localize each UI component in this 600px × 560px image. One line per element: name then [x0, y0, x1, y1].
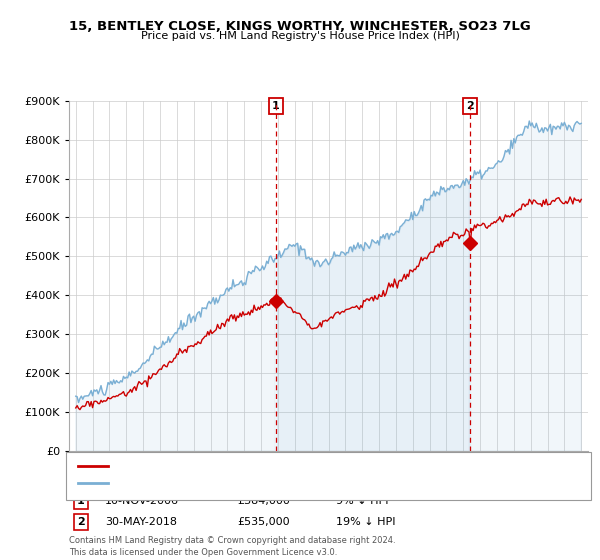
Text: 15, BENTLEY CLOSE, KINGS WORTHY, WINCHESTER, SO23 7LG: 15, BENTLEY CLOSE, KINGS WORTHY, WINCHES… [69, 20, 531, 32]
Text: 19% ↓ HPI: 19% ↓ HPI [336, 517, 395, 527]
Text: 2: 2 [77, 517, 85, 527]
Text: £535,000: £535,000 [237, 517, 290, 527]
Text: 1: 1 [77, 496, 85, 506]
Text: 15, BENTLEY CLOSE, KINGS WORTHY, WINCHESTER, SO23 7LG (detached house): 15, BENTLEY CLOSE, KINGS WORTHY, WINCHES… [114, 461, 509, 471]
Text: 2: 2 [466, 101, 474, 111]
Text: 9% ↓ HPI: 9% ↓ HPI [336, 496, 389, 506]
Text: Contains HM Land Registry data © Crown copyright and database right 2024.
This d: Contains HM Land Registry data © Crown c… [69, 536, 395, 557]
Text: HPI: Average price, detached house, Winchester: HPI: Average price, detached house, Winc… [114, 478, 350, 488]
Text: Price paid vs. HM Land Registry's House Price Index (HPI): Price paid vs. HM Land Registry's House … [140, 31, 460, 41]
Text: 1: 1 [272, 101, 280, 111]
Text: 30-MAY-2018: 30-MAY-2018 [105, 517, 177, 527]
Text: 10-NOV-2006: 10-NOV-2006 [105, 496, 179, 506]
Text: £384,000: £384,000 [237, 496, 290, 506]
